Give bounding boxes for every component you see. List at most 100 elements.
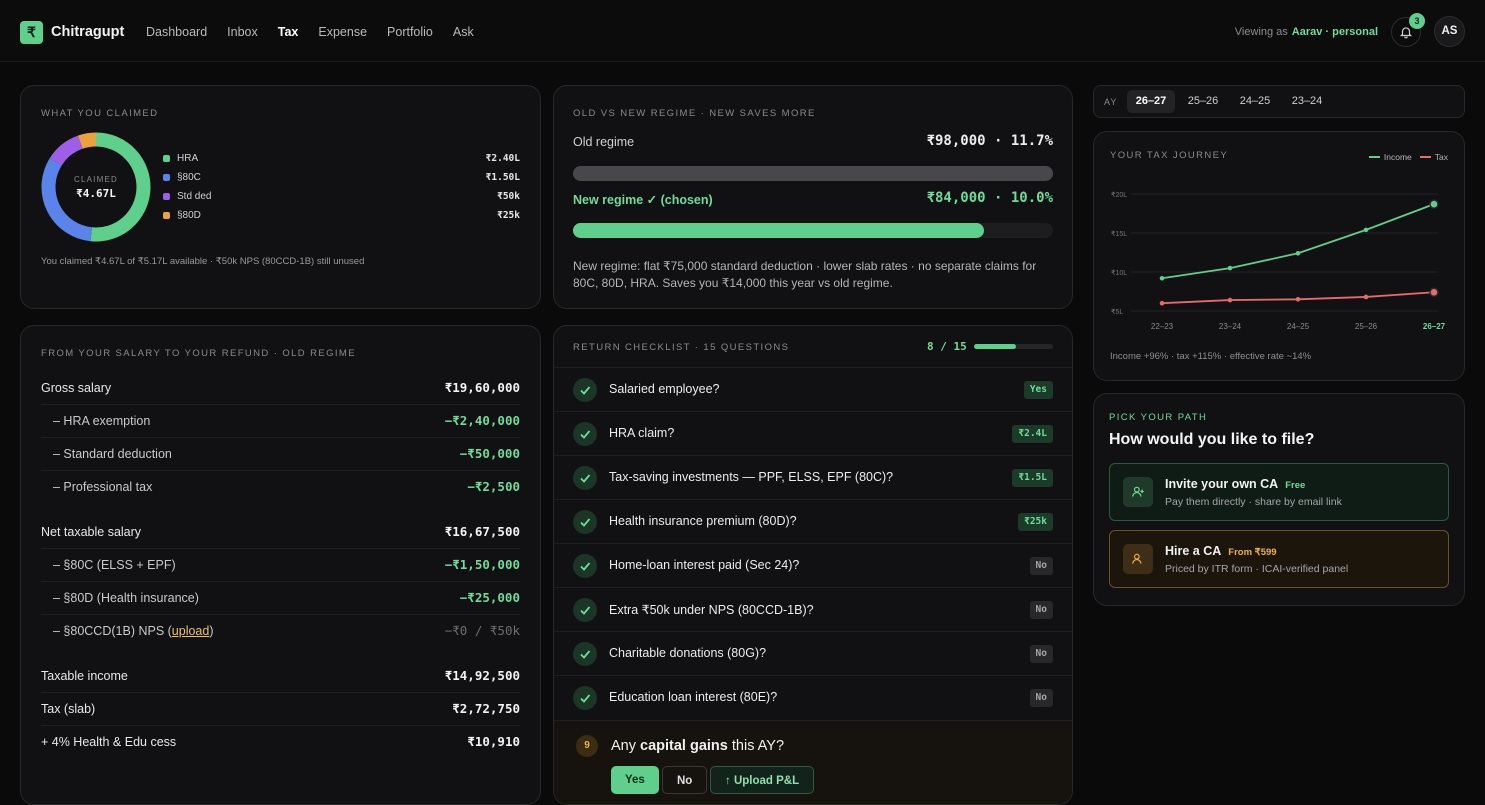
legend-label: Tax	[1434, 152, 1448, 162]
bar-track	[573, 166, 1053, 181]
option-description: Priced by ITR form · ICAI-verified panel	[1165, 563, 1349, 575]
y-tick-label: ₹10L	[1111, 269, 1127, 277]
nav-link[interactable]: Inbox	[227, 25, 258, 39]
checklist-item[interactable]: HRA claim? ₹2.4L	[554, 411, 1072, 456]
option-name: Invite your own CA	[1165, 477, 1279, 491]
option-title: Hire a CA From ₹599	[1165, 544, 1277, 558]
regime-bar	[573, 223, 985, 238]
salary-row: – §80C (ELSS + EPF) −₹1,50,000	[41, 548, 520, 582]
answer-button[interactable]: Yes	[611, 766, 659, 794]
legend-row: Std ded ₹50k	[163, 190, 520, 204]
option-icon	[1123, 544, 1153, 574]
data-point	[1429, 199, 1439, 209]
nav-link[interactable]: Expense	[318, 25, 368, 39]
donut-segment	[49, 135, 83, 166]
data-point	[1227, 265, 1233, 271]
check-mark	[580, 430, 591, 439]
x-tick-label: 26–27	[1423, 322, 1446, 331]
checklist-answer: No	[1029, 645, 1053, 663]
salary-amount: ₹14,92,500	[444, 668, 520, 683]
line-chart: ₹5L ₹10L ₹15L ₹20L 22–23 23–24 24–25 25–26 26–27	[1111, 191, 1446, 331]
icon-head	[1133, 486, 1140, 493]
check-mark	[580, 606, 591, 615]
salary-amount: −₹0 / ₹50k	[444, 623, 520, 638]
checklist-item[interactable]: Tax-saving investments — PPF, ELSS, EPF …	[554, 455, 1072, 500]
path-option[interactable]: Invite your own CA Free Pay them directly …	[1109, 463, 1449, 521]
salary-label: – HRA exemption	[53, 414, 150, 428]
question-part: this AY?	[727, 738, 785, 754]
salary-label-end: )	[209, 623, 214, 638]
progress-label: 8 / 15	[927, 340, 967, 353]
current-question: 9 Any capital gains this AY? Yes No ↑ Upload…	[554, 720, 1072, 804]
nav-link[interactable]: Ask	[452, 25, 474, 39]
nav-link[interactable]: Portfolio	[387, 25, 433, 39]
salary-label-text: Gross salary	[41, 380, 112, 395]
salary-label-text: – Professional tax	[53, 479, 153, 494]
notifications-button[interactable]: 3	[1391, 13, 1425, 47]
card-title: OLD VS NEW REGIME · NEW SAVES MORE	[573, 108, 816, 119]
page: Chitragupt {"header":{"brand_icon":"₹","…	[0, 13, 1485, 805]
data-point	[1159, 300, 1165, 306]
donut-caption: CLAIMED	[74, 175, 118, 184]
nav-link[interactable]: Tax	[277, 25, 299, 39]
checklist-item[interactable]: Charitable donations (80G)? No	[554, 631, 1072, 676]
salary-row: – Standard deduction −₹50,000	[41, 437, 520, 471]
x-tick-label: 22–23	[1151, 322, 1174, 331]
checklist-item[interactable]: Home-loan interest paid (Sec 24)? No	[554, 543, 1072, 588]
donut-segment	[90, 132, 151, 242]
viewing-label: Viewing as	[1234, 26, 1288, 38]
regime-note: New regime: flat ₹75,000 standard deduct…	[573, 259, 1037, 290]
ay-tab[interactable]: 25–26	[1187, 95, 1219, 107]
salary-label: Net taxable salary	[41, 525, 141, 539]
legend-label: Std ded	[177, 191, 212, 202]
avatar[interactable]: AS	[1434, 16, 1465, 47]
salary-amount: ₹16,67,500	[444, 524, 520, 539]
check-icon	[573, 378, 597, 402]
answer-button[interactable]: No	[662, 766, 708, 794]
body: ₹ Chitragupt Dashboard Inbox Tax Expense Portf…	[0, 13, 1485, 805]
salary-label: – §80D (Health insurance)	[53, 591, 199, 605]
legend-label: HRA	[177, 153, 199, 164]
nav-link[interactable]: Dashboard	[146, 25, 208, 39]
card-heading: How would you like to file?	[1109, 431, 1315, 448]
answer-button[interactable]: ↑ Upload P&L	[710, 766, 815, 794]
ay-tab[interactable]: 24–25	[1239, 95, 1271, 107]
legend-value: ₹2.40L	[485, 153, 520, 164]
brand-name: Chitragupt	[51, 24, 125, 40]
claimed-note: You claimed ₹4.67L of ₹5.17L available ·…	[41, 256, 365, 267]
data-point	[1295, 250, 1301, 256]
legend-row: §80D ₹25k	[163, 209, 520, 223]
salary-amount: −₹25,000	[459, 590, 520, 605]
checklist-answer: ₹2.4L	[1012, 425, 1053, 443]
option-tag: From ₹599	[1228, 547, 1277, 558]
bar-track	[573, 223, 1053, 238]
checklist-card: RETURN CHECKLIST · 15 QUESTIONS 8 / 15 Sal…	[553, 325, 1073, 805]
checklist-item[interactable]: Extra ₹50k under NPS (80CCD-1B)? No	[554, 587, 1072, 632]
person-icon	[1132, 553, 1142, 564]
donut-segment	[77, 132, 97, 149]
checklist-answer: ₹1.5L	[1012, 469, 1053, 487]
salary-label: – Professional tax	[53, 480, 152, 494]
x-tick-label: 24–25	[1287, 322, 1310, 331]
card-title: WHAT YOU CLAIMED	[41, 108, 159, 119]
upload-link[interactable]: upload	[171, 623, 210, 638]
legend-value: ₹25k	[497, 210, 520, 221]
icon-body	[1132, 489, 1144, 497]
checklist-item[interactable]: Education loan interest (80E)? No	[554, 675, 1072, 720]
legend-swatch	[1419, 156, 1431, 158]
salary-label-text: – Standard deduction	[53, 446, 172, 461]
ay-tab[interactable]: 26–27	[1127, 90, 1175, 113]
checklist-answer: No	[1029, 689, 1053, 707]
option-icon	[1123, 477, 1153, 507]
nav: Dashboard Inbox Tax Expense Portfolio Ask	[146, 25, 474, 39]
ay-tab[interactable]: 23–24	[1291, 95, 1323, 107]
checklist-item[interactable]: Health insurance premium (80D)? ₹25k	[554, 499, 1072, 544]
x-tick-label: 23–24	[1219, 322, 1242, 331]
salary-row: Gross salary ₹19,60,000	[41, 371, 520, 405]
checklist-item[interactable]: Salaried employee? Yes	[554, 367, 1072, 412]
path-option[interactable]: Hire a CA From ₹599 Priced by ITR form · I…	[1109, 530, 1449, 588]
salary-row: – §80CCD(1B) NPS (upload) −₹0 / ₹50k	[41, 614, 520, 647]
salary-amount: ₹10,910	[467, 734, 520, 749]
salary-label: Taxable income	[41, 669, 128, 683]
viewer-name: Aarav · personal	[1291, 26, 1378, 38]
